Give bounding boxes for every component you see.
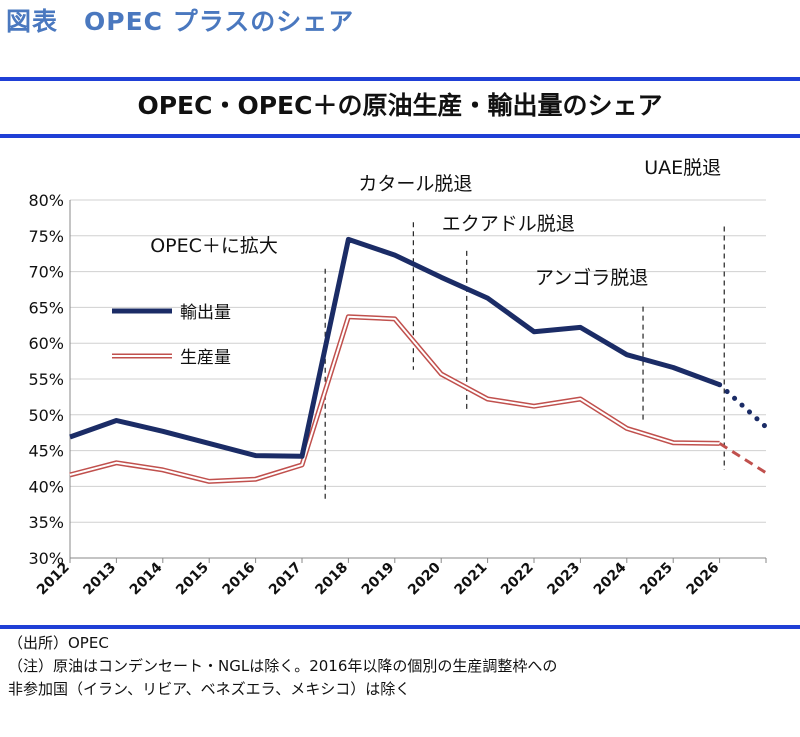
y-tick-label: 40% <box>28 477 64 496</box>
note-source: （出所）OPEC <box>8 634 109 652</box>
series-exports-projection <box>717 382 769 430</box>
gridlines <box>70 199 766 523</box>
chart-title: OPEC・OPEC＋の原油生産・輸出量のシェア <box>137 91 663 120</box>
x-tick-label: 2015 <box>173 560 212 599</box>
annotation-label: OPEC＋に拡大 <box>150 235 278 257</box>
x-tick-label: 2024 <box>591 559 630 598</box>
x-tick-label: 2020 <box>405 559 444 598</box>
x-tick-label: 2014 <box>127 559 166 598</box>
y-tick-label: 50% <box>28 406 64 425</box>
bottom-rule <box>0 625 800 629</box>
y-tick-label: 70% <box>28 263 64 282</box>
x-tick-label: 2017 <box>266 560 305 599</box>
y-tick-label: 65% <box>28 298 64 317</box>
y-tick-label: 55% <box>28 370 64 389</box>
series-exports-line <box>69 236 721 459</box>
annotation-label: エクアドル脱退 <box>442 213 575 235</box>
x-tick-label: 2016 <box>220 560 259 599</box>
series-production-projection <box>718 442 767 475</box>
x-tick-label: 2013 <box>80 560 119 599</box>
title-rule <box>0 134 800 138</box>
series-lines <box>69 236 769 484</box>
y-tick-labels: 30% 35% 40% 45% 50% 55% 60% 65% 70% 75% 80% <box>28 191 64 568</box>
note-line-1: （注）原油はコンデンセート・NGLは除く。2016年以降の個別の生産調整枠への <box>8 657 558 675</box>
series-production-line-core <box>69 315 720 483</box>
annotation-label: アンゴラ脱退 <box>535 267 648 289</box>
legend-label-production: 生産量 <box>180 348 231 368</box>
annotation-label: UAE脱退 <box>644 157 721 179</box>
x-tick-label: 2022 <box>498 560 537 599</box>
y-tick-label: 30% <box>28 549 64 568</box>
top-rule <box>0 77 800 81</box>
x-tick-label: 2025 <box>637 560 676 599</box>
x-tick-label: 2018 <box>312 560 351 599</box>
y-tick-label: 35% <box>28 513 64 532</box>
x-tick-label: 2019 <box>359 560 398 599</box>
y-tick-label: 60% <box>28 334 64 353</box>
legend-label-exports: 輸出量 <box>180 303 231 323</box>
note-line-2: 非参加国（イラン、リビア、ベネズエラ、メキシコ）は除く <box>8 680 411 698</box>
x-tick-label: 2021 <box>452 560 491 599</box>
axes <box>69 200 767 563</box>
figure-title: 図表 OPEC プラスのシェア <box>6 7 355 36</box>
y-tick-label: 75% <box>28 227 64 246</box>
series-production-line <box>69 314 720 484</box>
y-tick-label: 80% <box>28 191 64 210</box>
x-tick-labels: 2012 2013 2014 2015 2016 2017 2018 2019 2020 2021… <box>34 559 722 598</box>
x-tick-label: 2026 <box>684 560 723 599</box>
x-tick-label: 2023 <box>544 560 583 599</box>
notes: （出所）OPEC （注）原油はコンデンセート・NGLは除く。2016年以降の個別… <box>8 632 798 701</box>
annotation-label: カタール脱退 <box>358 173 472 195</box>
y-tick-label: 45% <box>28 442 64 461</box>
